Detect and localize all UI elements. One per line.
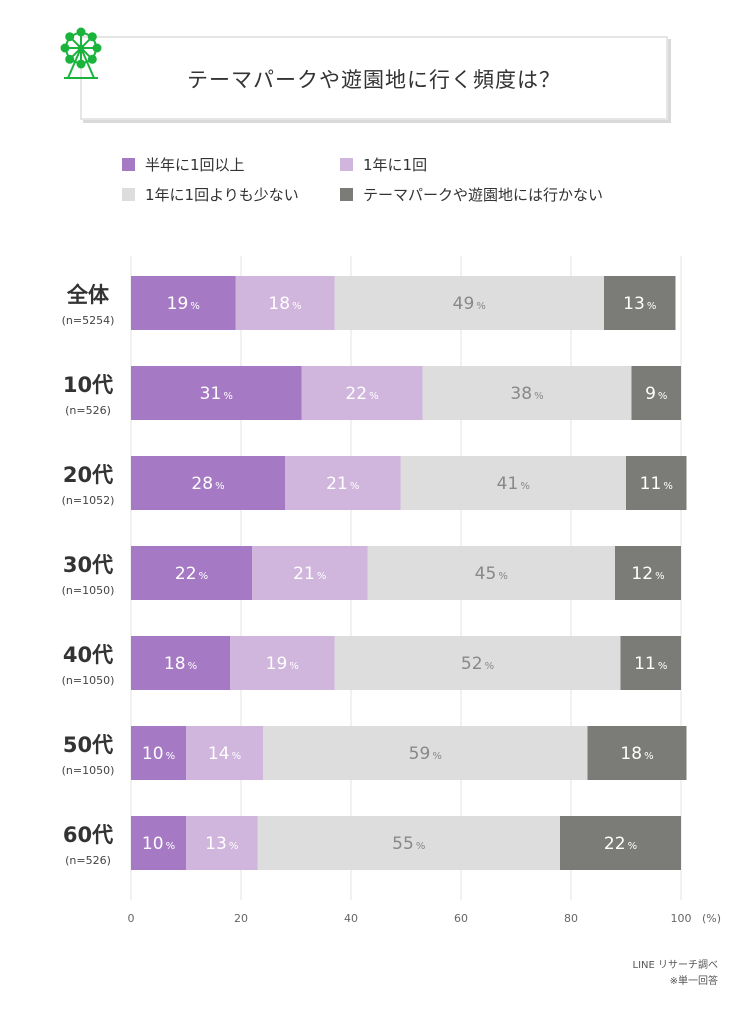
legend-item-0: 半年に1回以上 xyxy=(122,154,245,175)
legend-label-2: 1年に1回よりも少ない xyxy=(145,186,299,204)
legend-swatch-2 xyxy=(122,188,135,201)
bar-5-3 xyxy=(587,726,687,780)
bar-0-1 xyxy=(235,276,335,330)
x-tick-label-2: 40 xyxy=(344,912,358,925)
ferris-wheel-icon xyxy=(60,27,102,79)
bar-2-2 xyxy=(400,456,626,510)
legend-swatch-0 xyxy=(122,158,135,171)
bar-4-0 xyxy=(131,636,230,690)
legend-label-3: テーマパークや遊園地には行かない xyxy=(363,186,604,204)
legend-item-1: 1年に1回 xyxy=(340,154,427,175)
bar-3-2 xyxy=(367,546,615,600)
legend-swatch-3 xyxy=(340,188,353,201)
x-tick-label-4: 80 xyxy=(564,912,578,925)
category-note-3: (n=1050) xyxy=(62,584,115,597)
bar-6-2 xyxy=(257,816,560,870)
bar-2-1 xyxy=(285,456,401,510)
category-label-3: 30代 xyxy=(63,553,113,577)
bar-3-0 xyxy=(131,546,252,600)
chart-title: テーマパークや遊園地に行く頻度は？ xyxy=(187,68,561,92)
bar-6-0 xyxy=(131,816,186,870)
x-tick-label-1: 20 xyxy=(234,912,248,925)
x-tick-label-0: 0 xyxy=(128,912,135,925)
bar-0-2 xyxy=(334,276,604,330)
bar-5-0 xyxy=(131,726,186,780)
category-note-5: (n=1050) xyxy=(62,764,115,777)
bar-4-3 xyxy=(620,636,681,690)
category-label-6: 60代 xyxy=(63,823,113,847)
category-label-0: 全体 xyxy=(66,283,110,307)
x-axis-unit: (%) xyxy=(702,912,721,925)
bar-1-3 xyxy=(631,366,681,420)
note-text: ※単一回答 xyxy=(669,976,718,987)
category-label-2: 20代 xyxy=(63,463,113,487)
category-note-2: (n=1052) xyxy=(62,494,115,507)
x-tick-label-3: 60 xyxy=(454,912,468,925)
x-tick-label-5: 100 xyxy=(671,912,692,925)
bar-1-1 xyxy=(301,366,423,420)
bar-5-2 xyxy=(263,726,588,780)
bar-2-0 xyxy=(131,456,285,510)
bar-0-0 xyxy=(131,276,236,330)
bar-0-3 xyxy=(604,276,676,330)
legend-item-3: テーマパークや遊園地には行かない xyxy=(340,184,603,205)
bar-4-2 xyxy=(334,636,621,690)
bar-1-2 xyxy=(422,366,632,420)
bar-1-0 xyxy=(131,366,302,420)
category-note-6: (n=526) xyxy=(65,854,111,867)
bar-4-1 xyxy=(230,636,335,690)
category-note-0: (n=5254) xyxy=(62,314,115,327)
bar-6-3 xyxy=(560,816,681,870)
category-note-4: (n=1050) xyxy=(62,674,115,687)
category-label-4: 40代 xyxy=(63,643,113,667)
bar-3-1 xyxy=(252,546,368,600)
bar-6-1 xyxy=(186,816,258,870)
category-label-1: 10代 xyxy=(63,373,113,397)
legend-label-1: 1年に1回 xyxy=(363,156,428,174)
category-note-1: (n=526) xyxy=(65,404,111,417)
legend-item-2: 1年に1回よりも少ない xyxy=(122,184,299,205)
legend-label-0: 半年に1回以上 xyxy=(145,156,245,174)
bar-5-1 xyxy=(186,726,263,780)
bar-2-3 xyxy=(626,456,687,510)
bar-3-3 xyxy=(615,546,681,600)
source-text: LINE リサーチ調べ xyxy=(632,960,719,971)
category-label-5: 50代 xyxy=(63,733,113,757)
title-box: テーマパークや遊園地に行く頻度は？ xyxy=(80,36,668,120)
legend-swatch-1 xyxy=(340,158,353,171)
